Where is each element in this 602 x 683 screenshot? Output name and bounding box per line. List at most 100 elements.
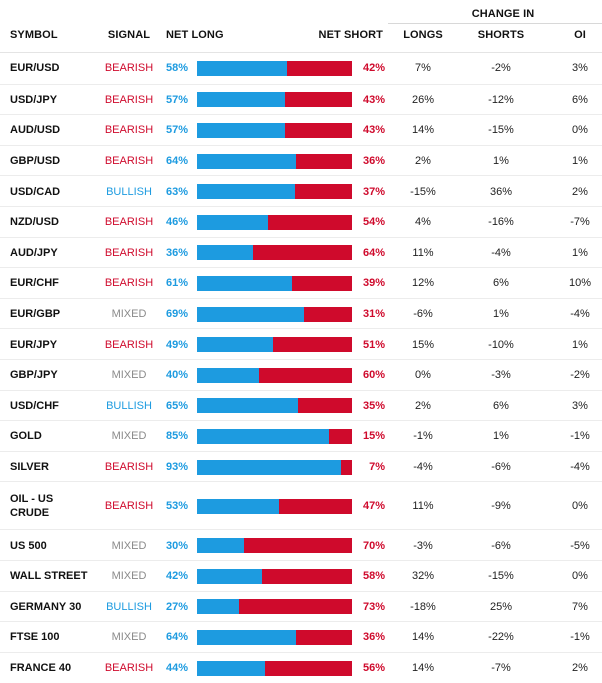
table-row[interactable]: FTSE 100 MIXED 64% 36% 14% -22% -1% bbox=[0, 621, 602, 653]
sentiment-bar bbox=[197, 660, 352, 676]
change-shorts: -15% bbox=[488, 124, 514, 137]
symbol-label: WALL STREET bbox=[10, 570, 88, 583]
symbol-label: US 500 bbox=[10, 539, 47, 552]
signal-label: BEARISH bbox=[104, 155, 154, 168]
change-oi: 2% bbox=[572, 185, 588, 198]
change-longs: -4% bbox=[413, 461, 433, 474]
table-row[interactable]: EUR/GBP MIXED 69% 31% -6% 1% -4% bbox=[0, 297, 602, 330]
table-row[interactable]: WALL STREET MIXED 42% 58% 32% -15% 0% bbox=[0, 560, 602, 592]
symbol-label: GOLD bbox=[10, 430, 42, 443]
table-row[interactable]: FRANCE 40 BEARISH 44% 56% 14% -7% 2% bbox=[0, 651, 602, 683]
col-header-change-in: CHANGE IN bbox=[471, 8, 535, 20]
table-row[interactable]: GERMANY 30 BULLISH 27% 73% -18% 25% 7% bbox=[0, 590, 602, 623]
sentiment-bar bbox=[197, 245, 352, 261]
table-row[interactable]: GBP/JPY MIXED 40% 60% 0% -3% -2% bbox=[0, 359, 602, 391]
col-header-shorts: SHORTS bbox=[477, 29, 525, 41]
change-shorts: 25% bbox=[489, 600, 513, 613]
net-long-percent: 64% bbox=[165, 631, 188, 644]
change-oi: 3% bbox=[572, 399, 588, 412]
change-oi: -1% bbox=[570, 430, 590, 443]
net-long-bar-fill bbox=[197, 599, 239, 615]
signal-label: MIXED bbox=[111, 631, 147, 644]
net-short-percent: 39% bbox=[362, 277, 385, 290]
change-oi: -5% bbox=[570, 539, 590, 552]
table-row[interactable]: USD/CAD BULLISH 63% 37% -15% 36% 2% bbox=[0, 175, 602, 207]
table-row[interactable]: USD/JPY BEARISH 57% 43% 26% -12% 6% bbox=[0, 83, 602, 116]
net-short-percent: 58% bbox=[362, 570, 385, 583]
table-row[interactable]: EUR/JPY BEARISH 49% 51% 15% -10% 1% bbox=[0, 328, 602, 360]
change-oi: -1% bbox=[570, 631, 590, 644]
net-short-percent: 43% bbox=[362, 93, 385, 106]
net-long-bar-fill bbox=[197, 498, 280, 514]
symbol-label: NZD/USD bbox=[10, 216, 59, 229]
change-shorts: -10% bbox=[488, 338, 514, 351]
signal-label: MIXED bbox=[111, 539, 147, 552]
net-long-percent: 44% bbox=[165, 662, 188, 675]
change-longs: 14% bbox=[411, 124, 435, 137]
change-oi: -2% bbox=[570, 369, 590, 382]
table-row[interactable]: AUD/JPY BEARISH 36% 64% 11% -4% 1% bbox=[0, 236, 602, 269]
change-oi: 1% bbox=[572, 155, 588, 168]
change-shorts: -7% bbox=[491, 662, 511, 675]
sentiment-bar bbox=[197, 428, 352, 444]
table-row[interactable]: EUR/CHF BEARISH 61% 39% 12% 6% 10% bbox=[0, 267, 602, 299]
net-long-bar-fill bbox=[197, 60, 287, 76]
signal-label: MIXED bbox=[111, 570, 147, 583]
net-long-bar-fill bbox=[197, 367, 259, 383]
table-row[interactable]: OIL - US CRUDE BEARISH 53% 47% 11% -9% 0% bbox=[0, 481, 602, 530]
symbol-label: FTSE 100 bbox=[10, 631, 60, 644]
change-longs: 15% bbox=[411, 338, 435, 351]
change-shorts: -6% bbox=[491, 461, 511, 474]
net-long-percent: 93% bbox=[165, 461, 188, 474]
change-shorts: -4% bbox=[491, 246, 511, 259]
change-longs: 14% bbox=[411, 631, 435, 644]
table-row[interactable]: AUD/USD BEARISH 57% 43% 14% -15% 0% bbox=[0, 114, 602, 146]
table-row[interactable]: GOLD MIXED 85% 15% -1% 1% -1% bbox=[0, 420, 602, 452]
table-row[interactable]: NZD/USD BEARISH 46% 54% 4% -16% -7% bbox=[0, 206, 602, 238]
change-shorts: -15% bbox=[488, 570, 514, 583]
net-long-percent: 36% bbox=[165, 246, 188, 259]
change-shorts: -12% bbox=[488, 93, 514, 106]
col-header-net-long: NET LONG bbox=[166, 29, 224, 41]
symbol-label: AUD/JPY bbox=[10, 246, 58, 259]
symbol-label: GBP/JPY bbox=[10, 369, 58, 382]
sentiment-bar bbox=[197, 498, 352, 514]
change-longs: 11% bbox=[412, 500, 434, 513]
net-short-percent: 31% bbox=[362, 308, 385, 321]
table-row[interactable]: EUR/USD BEARISH 58% 42% 7% -2% 3% bbox=[0, 53, 602, 84]
net-long-percent: 63% bbox=[165, 185, 188, 198]
signal-label: BEARISH bbox=[104, 216, 154, 229]
table-row[interactable]: GBP/USD BEARISH 64% 36% 2% 1% 1% bbox=[0, 144, 602, 177]
change-oi: -4% bbox=[570, 461, 590, 474]
change-oi: 10% bbox=[568, 277, 592, 290]
sentiment-bar bbox=[197, 306, 352, 322]
change-oi: 0% bbox=[572, 570, 588, 583]
table-row[interactable]: US 500 MIXED 30% 70% -3% -6% -5% bbox=[0, 529, 602, 561]
net-short-percent: 7% bbox=[369, 461, 385, 474]
table-row[interactable]: USD/CHF BULLISH 65% 35% 2% 6% 3% bbox=[0, 389, 602, 422]
net-long-bar-fill bbox=[197, 428, 329, 444]
net-short-percent: 36% bbox=[362, 631, 385, 644]
net-long-percent: 64% bbox=[165, 155, 188, 168]
change-longs: 11% bbox=[412, 246, 434, 259]
change-longs: 2% bbox=[415, 399, 431, 412]
net-long-bar-fill bbox=[197, 153, 297, 169]
signal-label: BEARISH bbox=[104, 246, 154, 259]
net-short-percent: 56% bbox=[362, 662, 385, 675]
symbol-label: AUD/USD bbox=[10, 124, 61, 137]
sentiment-bar bbox=[197, 629, 352, 645]
net-long-percent: 69% bbox=[165, 308, 188, 321]
sentiment-bar bbox=[197, 122, 352, 138]
change-shorts: 6% bbox=[493, 399, 509, 412]
net-short-percent: 54% bbox=[362, 216, 385, 229]
signal-label: BEARISH bbox=[104, 93, 154, 106]
net-long-percent: 57% bbox=[165, 93, 188, 106]
col-header-longs: LONGS bbox=[403, 29, 443, 41]
net-long-bar-fill bbox=[197, 306, 304, 322]
col-header-net-short: NET SHORT bbox=[318, 29, 383, 41]
net-long-bar-fill bbox=[197, 398, 298, 414]
col-header-signal: SIGNAL bbox=[107, 29, 151, 41]
sentiment-bar bbox=[197, 184, 352, 200]
table-row[interactable]: SILVER BEARISH 93% 7% -4% -6% -4% bbox=[0, 450, 602, 483]
change-longs: -18% bbox=[410, 600, 436, 613]
